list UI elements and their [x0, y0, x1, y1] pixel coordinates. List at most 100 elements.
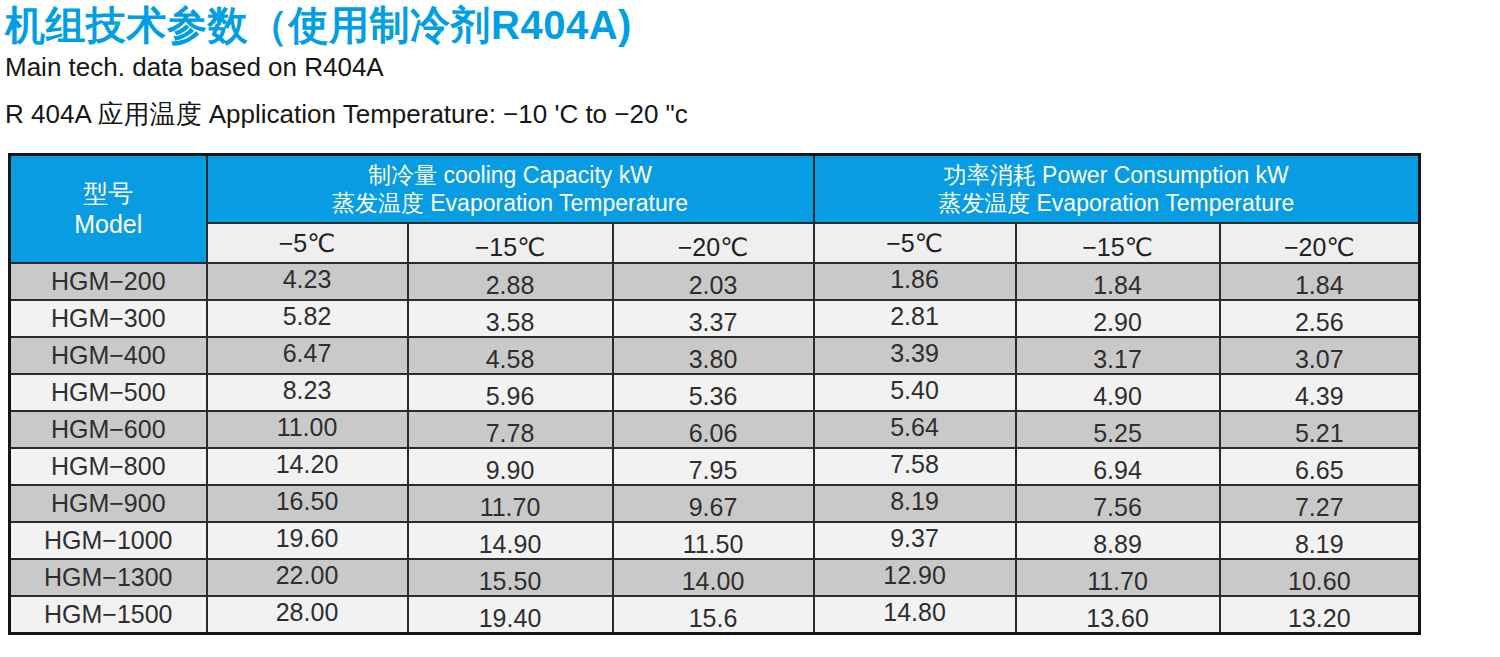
table-row: HGM−4006.474.583.803.393.173.07	[10, 337, 1420, 374]
model-cell: HGM−1000	[10, 522, 207, 559]
power-evap-temp-label: 蒸发温度 Evaporation Temperature	[938, 190, 1294, 216]
value-cell: 1.86	[814, 263, 1016, 300]
value-cell: 15.50	[408, 559, 613, 596]
table-row: HGM−130022.0015.5014.0012.9011.7010.60	[10, 559, 1420, 596]
value-cell: 5.96	[408, 374, 613, 411]
table-row: HGM−2004.232.882.031.861.841.84	[10, 263, 1420, 300]
value-cell: 8.19	[814, 485, 1016, 522]
value-cell: 6.94	[1016, 448, 1220, 485]
value-cell: 11.70	[408, 485, 613, 522]
cooling-evap-temp-label: 蒸发温度 Evaporation Temperature	[332, 190, 688, 216]
temp-header-power-minus15: −15℃	[1016, 223, 1220, 263]
value-cell: 4.90	[1016, 374, 1220, 411]
model-cell: HGM−200	[10, 263, 207, 300]
model-cell: HGM−800	[10, 448, 207, 485]
value-cell: 8.19	[1220, 522, 1420, 559]
value-cell: 3.17	[1016, 337, 1220, 374]
value-cell: 19.60	[207, 522, 408, 559]
value-cell: 3.58	[408, 300, 613, 337]
value-cell: 14.80	[814, 596, 1016, 634]
temp-header-power-minus5: −5℃	[814, 223, 1016, 263]
value-cell: 5.82	[207, 300, 408, 337]
table-row: HGM−90016.5011.709.678.197.567.27	[10, 485, 1420, 522]
value-cell: 22.00	[207, 559, 408, 596]
value-cell: 7.78	[408, 411, 613, 448]
value-cell: 11.70	[1016, 559, 1220, 596]
value-cell: 7.27	[1220, 485, 1420, 522]
value-cell: 13.60	[1016, 596, 1220, 634]
model-cell: HGM−1500	[10, 596, 207, 634]
value-cell: 4.39	[1220, 374, 1420, 411]
table-body: HGM−2004.232.882.031.861.841.84HGM−3005.…	[10, 263, 1420, 634]
value-cell: 12.90	[814, 559, 1016, 596]
value-cell: 5.40	[814, 374, 1016, 411]
value-cell: 8.23	[207, 374, 408, 411]
value-cell: 3.39	[814, 337, 1016, 374]
temp-header-cooling-minus15: −15℃	[408, 223, 613, 263]
table-row: HGM−100019.6014.9011.509.378.898.19	[10, 522, 1420, 559]
value-cell: 6.47	[207, 337, 408, 374]
temp-header-cooling-minus5: −5℃	[207, 223, 408, 263]
value-cell: 2.90	[1016, 300, 1220, 337]
model-cell: HGM−400	[10, 337, 207, 374]
value-cell: 4.23	[207, 263, 408, 300]
table-row: HGM−5008.235.965.365.404.904.39	[10, 374, 1420, 411]
value-cell: 7.56	[1016, 485, 1220, 522]
value-cell: 2.03	[613, 263, 814, 300]
table-row: HGM−3005.823.583.372.812.902.56	[10, 300, 1420, 337]
temp-header-cooling-minus20: −20℃	[613, 223, 814, 263]
value-cell: 2.56	[1220, 300, 1420, 337]
value-cell: 11.50	[613, 522, 814, 559]
model-cell: HGM−1300	[10, 559, 207, 596]
model-cell: HGM−900	[10, 485, 207, 522]
catalog-page: 机组技术参数（使用制冷剂R404A) Main tech. data based…	[0, 0, 1500, 657]
power-consumption-title: 功率消耗 Power Consumption kW	[944, 162, 1289, 188]
value-cell: 8.89	[1016, 522, 1220, 559]
value-cell: 3.80	[613, 337, 814, 374]
value-cell: 11.00	[207, 411, 408, 448]
value-cell: 5.21	[1220, 411, 1420, 448]
model-cell: HGM−500	[10, 374, 207, 411]
value-cell: 7.58	[814, 448, 1016, 485]
value-cell: 3.07	[1220, 337, 1420, 374]
application-temperature-note: R 404A 应用温度 Application Temperature: −10…	[5, 99, 1500, 129]
model-header-en: Model	[74, 210, 142, 238]
value-cell: 9.90	[408, 448, 613, 485]
table-header: 型号 Model 制冷量 cooling Capacity kW 蒸发温度 Ev…	[10, 155, 1420, 264]
cooling-capacity-title: 制冷量 cooling Capacity kW	[368, 162, 652, 188]
power-consumption-group-header: 功率消耗 Power Consumption kW 蒸发温度 Evaporati…	[814, 155, 1420, 224]
value-cell: 3.37	[613, 300, 814, 337]
value-cell: 6.65	[1220, 448, 1420, 485]
value-cell: 9.37	[814, 522, 1016, 559]
value-cell: 4.58	[408, 337, 613, 374]
value-cell: 5.25	[1016, 411, 1220, 448]
model-cell: HGM−600	[10, 411, 207, 448]
value-cell: 2.81	[814, 300, 1016, 337]
value-cell: 10.60	[1220, 559, 1420, 596]
model-column-header: 型号 Model	[10, 155, 207, 264]
value-cell: 5.36	[613, 374, 814, 411]
value-cell: 16.50	[207, 485, 408, 522]
tech-data-table: 型号 Model 制冷量 cooling Capacity kW 蒸发温度 Ev…	[8, 153, 1421, 635]
value-cell: 28.00	[207, 596, 408, 634]
temp-header-power-minus20: −20℃	[1220, 223, 1420, 263]
value-cell: 13.20	[1220, 596, 1420, 634]
temperature-header-row: −5℃ −15℃ −20℃ −5℃ −15℃ −20℃	[10, 223, 1420, 263]
value-cell: 7.95	[613, 448, 814, 485]
table-row: HGM−60011.007.786.065.645.255.21	[10, 411, 1420, 448]
value-cell: 19.40	[408, 596, 613, 634]
page-subtitle: Main tech. data based on R404A	[5, 52, 1500, 82]
table-row: HGM−150028.0019.4015.614.8013.6013.20	[10, 596, 1420, 634]
value-cell: 1.84	[1220, 263, 1420, 300]
model-header-zh: 型号	[83, 179, 133, 207]
value-cell: 6.06	[613, 411, 814, 448]
value-cell: 14.90	[408, 522, 613, 559]
value-cell: 15.6	[613, 596, 814, 634]
model-cell: HGM−300	[10, 300, 207, 337]
page-title: 机组技术参数（使用制冷剂R404A)	[0, 0, 1500, 48]
value-cell: 2.88	[408, 263, 613, 300]
value-cell: 1.84	[1016, 263, 1220, 300]
value-cell: 5.64	[814, 411, 1016, 448]
value-cell: 9.67	[613, 485, 814, 522]
table-row: HGM−80014.209.907.957.586.946.65	[10, 448, 1420, 485]
